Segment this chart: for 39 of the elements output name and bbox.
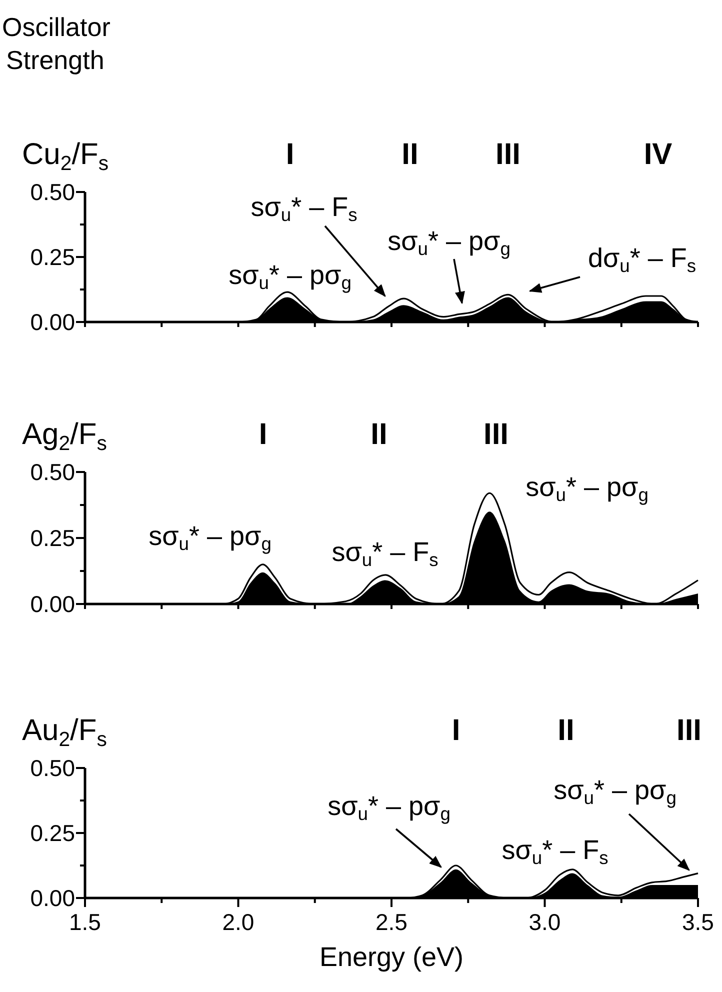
annotation: sσ$_{u}$* – pσ$_{g}$	[388, 226, 510, 260]
y-tick-label: 0.25	[30, 820, 75, 846]
x-tick-label: 2.5	[376, 909, 408, 935]
annotation: sσ$_{u}$* – pσ$_{g}$	[526, 472, 648, 506]
text: I	[286, 138, 294, 171]
text: III	[676, 714, 702, 747]
y-tick-label: 0.00	[30, 309, 75, 335]
y-tick-label: 0.50	[30, 459, 75, 485]
y-tick-label: 0.00	[30, 591, 75, 617]
text: III	[483, 418, 509, 451]
text: I	[258, 418, 268, 451]
annotation: sσ$_{u}$* – pσ$_{g}$	[228, 260, 352, 294]
text: II	[558, 714, 574, 747]
y-tick-label: 0.00	[30, 885, 75, 911]
text: I	[452, 714, 460, 747]
y-axis-title: Oscillator Strength	[2, 12, 118, 75]
x-tick-label: 1.5	[69, 909, 101, 935]
x-tick-label: 2.0	[222, 909, 254, 935]
y-tick-label: 0.50	[30, 179, 75, 205]
annotation: sσ$_{u}$* – pσ$_{g}$	[328, 791, 450, 824]
annotation: dσ$_{u}$* – F$_{s}$	[588, 243, 696, 276]
annotation: sσ$_{u}$* – F$_{s}$	[502, 835, 608, 868]
x-axis-title: Energy (eV)	[319, 942, 464, 972]
annotation: sσ$_{u}$* – F$_{s}$	[250, 192, 358, 226]
annotation: sσ$_{u}$* – pσ$_{g}$	[148, 521, 272, 554]
x-tick-label: 3.5	[682, 909, 714, 935]
x-tick-label: 3.0	[528, 909, 561, 935]
chart-title: Ag$_{2}$/F$_{s}$	[22, 418, 107, 455]
text: II	[402, 138, 418, 171]
chart-title: Cu$_{2}$/F$_{s}$	[22, 138, 109, 175]
annotation: sσ$_{u}$* – pσ$_{g}$	[554, 775, 676, 808]
y-tick-label: 0.25	[30, 244, 75, 270]
text: IV	[644, 138, 672, 171]
chart-title: Au$_{2}$/F$_{s}$	[22, 714, 107, 751]
y-tick-label: 0.25	[30, 525, 75, 551]
text: III	[495, 138, 521, 171]
text: II	[370, 418, 388, 451]
y-tick-label: 0.50	[30, 755, 75, 781]
annotation: sσ$_{u}$* – F$_{s}$	[332, 537, 438, 570]
